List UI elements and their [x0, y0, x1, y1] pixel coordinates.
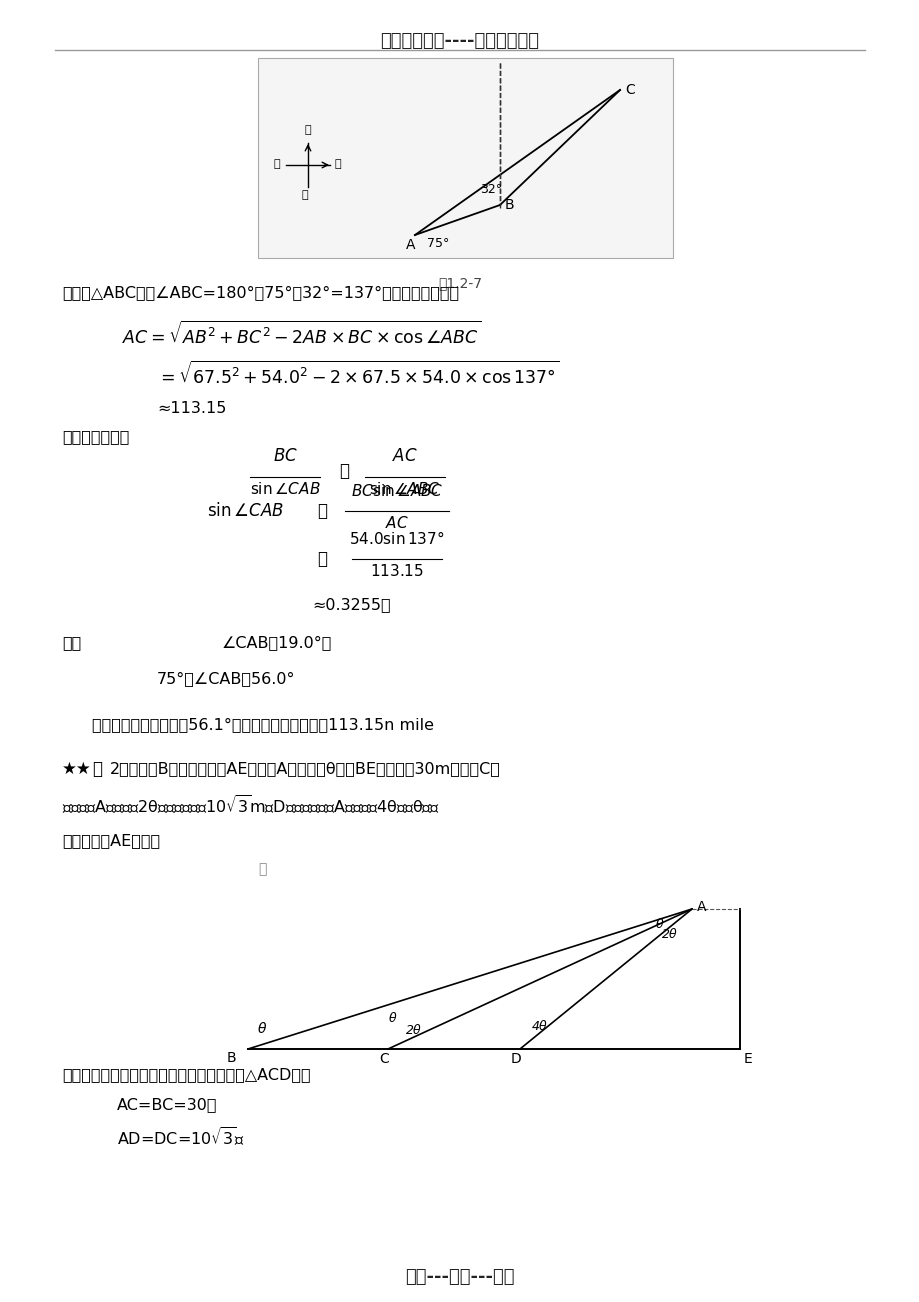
Text: 西: 西 [273, 159, 279, 169]
Text: $AC=\sqrt{AB^2+BC^2-2AB\times BC\times\cos\angle ABC}$: $AC=\sqrt{AB^2+BC^2-2AB\times BC\times\c… [122, 322, 481, 349]
Text: AC=BC=30，: AC=BC=30， [117, 1098, 217, 1112]
Text: AD=DC=10$\sqrt{3}$，: AD=DC=10$\sqrt{3}$， [117, 1125, 244, 1147]
Text: 根据正弦定理，: 根据正弦定理， [62, 428, 130, 444]
Text: 精选优质文档----倾情为你奉上: 精选优质文档----倾情为你奉上 [380, 33, 539, 49]
Text: 解：在△ABC中，∠ABC=180°－75°＋32°=137°，根据余弦定理，: 解：在△ABC中，∠ABC=180°－75°＋32°=137°，根据余弦定理， [62, 285, 459, 299]
Text: $\sin\angle ABC$: $\sin\angle ABC$ [369, 480, 440, 497]
Text: $AC$: $AC$ [385, 516, 408, 531]
Text: E: E [743, 1052, 752, 1066]
Text: 75°: 75° [426, 237, 448, 250]
Text: 32°: 32° [480, 184, 502, 197]
Text: ★★: ★★ [62, 760, 92, 779]
Text: 答：此船应该沿北偏东56.1°的方向航行，需要航行113.15n mile: 答：此船应该沿北偏东56.1°的方向航行，需要航行113.15n mile [92, 717, 434, 733]
Text: ．: ． [257, 862, 266, 876]
Text: 专心---专注---专业: 专心---专注---专业 [404, 1268, 515, 1286]
Text: $113.15$: $113.15$ [369, 562, 424, 579]
Text: 2θ: 2θ [405, 1025, 421, 1038]
Text: θ: θ [389, 1013, 396, 1026]
Text: A: A [406, 238, 415, 253]
Text: D: D [510, 1052, 521, 1066]
Text: C: C [379, 1052, 389, 1066]
Text: ＝: ＝ [317, 549, 326, 568]
Text: ＝: ＝ [317, 503, 326, 519]
Text: ∠CAB＝19.0°，: ∠CAB＝19.0°， [221, 635, 332, 651]
FancyBboxPatch shape [257, 59, 673, 258]
Text: 东: 东 [335, 159, 341, 169]
Text: ＝: ＝ [338, 462, 348, 480]
Text: 75°－∠CAB＝56.0°: 75°－∠CAB＝56.0° [157, 672, 295, 686]
Text: 2、在某点B处测得建筑物AE的顶端A的仰角为θ，沿BE方向前进30m，至点C处: 2、在某点B处测得建筑物AE的顶端A的仰角为θ，沿BE方向前进30m，至点C处 [110, 762, 500, 776]
Text: A: A [697, 900, 706, 914]
Text: θ: θ [257, 1022, 266, 1036]
Text: B: B [505, 198, 514, 212]
Text: 4θ: 4θ [531, 1021, 547, 1034]
Text: 北: 北 [304, 125, 311, 135]
Text: C: C [624, 83, 634, 98]
Text: 测得顶端A的仰角为2θ，再继续前进10$\sqrt{3}$m至D点，测得顶端A的仰角为4θ，求θ的大: 测得顶端A的仰角为2θ，再继续前进10$\sqrt{3}$m至D点，测得顶端A的… [62, 794, 440, 816]
Text: 小和建筑物AE的高。: 小和建筑物AE的高。 [62, 833, 160, 849]
Text: $\sin\angle CAB$: $\sin\angle CAB$ [207, 503, 283, 519]
Text: 南: 南 [301, 190, 308, 201]
Text: $BC\sin\angle ABC$: $BC\sin\angle ABC$ [350, 483, 443, 499]
Text: $54.0\sin137°$: $54.0\sin137°$ [349, 530, 444, 547]
Text: ≈113.15: ≈113.15 [157, 401, 226, 417]
Text: 解法一：（用正弦定理求解）由已知可得在△ACD中，: 解法一：（用正弦定理求解）由已知可得在△ACD中， [62, 1068, 311, 1082]
Text: $AC$: $AC$ [391, 447, 417, 465]
Text: $\sin\angle CAB$: $\sin\angle CAB$ [249, 480, 320, 497]
Text: 例: 例 [92, 760, 102, 779]
Text: ≈0.3255，: ≈0.3255， [312, 598, 391, 612]
Text: 2θ: 2θ [662, 928, 677, 941]
Text: $BC$: $BC$ [272, 447, 297, 465]
Text: B: B [226, 1051, 236, 1065]
Text: 图1.2-7: 图1.2-7 [437, 276, 482, 290]
Text: 所以: 所以 [62, 635, 81, 651]
Text: θ: θ [655, 918, 664, 931]
Text: $=\sqrt{67.5^2+54.0^2-2\times67.5\times54.0\times\cos137°}$: $=\sqrt{67.5^2+54.0^2-2\times67.5\times5… [157, 361, 559, 388]
